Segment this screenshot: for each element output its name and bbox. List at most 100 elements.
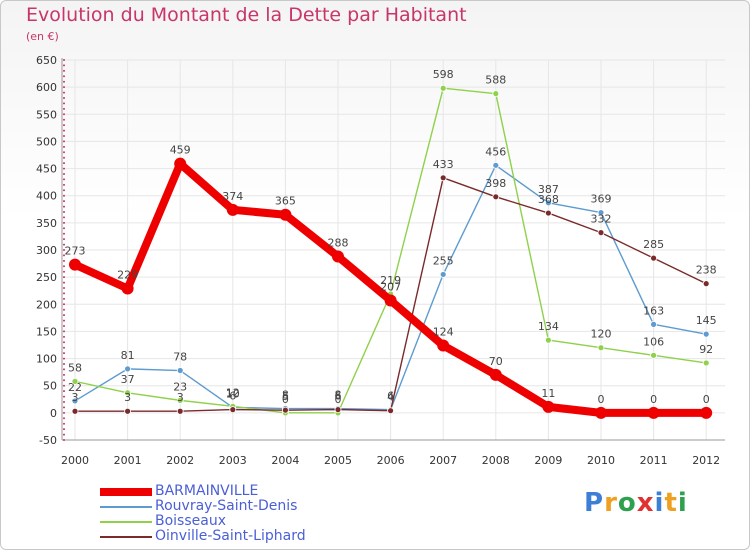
legend-label: Oinville-Saint-Liphard [155, 528, 306, 544]
y-axis-marker [63, 167, 65, 170]
x-tick-label: 2009 [534, 454, 562, 467]
y-axis-marker [63, 319, 65, 322]
y-axis-marker [63, 178, 65, 181]
data-point-barmainville [226, 203, 239, 216]
y-tick-label: 400 [36, 190, 57, 203]
data-label-oinville-saint-liphard: 3 [124, 391, 131, 404]
legend-swatch [100, 521, 152, 523]
data-point-oinville-saint-liphard [176, 407, 184, 415]
data-label-oinville-saint-liphard: 285 [643, 238, 664, 251]
x-tick-label: 2004 [271, 454, 299, 467]
y-tick-label: -50 [39, 434, 57, 447]
data-label-boisseaux: 23 [173, 380, 187, 393]
y-axis-marker [63, 281, 65, 284]
x-tick-label: 2008 [482, 454, 510, 467]
data-point-boisseaux [545, 336, 552, 344]
data-point-boisseaux [492, 90, 500, 98]
y-axis-marker [63, 314, 65, 317]
data-point-oinville-saint-liphard [387, 407, 395, 415]
data-label-barmainville: 124 [433, 326, 454, 339]
y-axis-marker [63, 428, 65, 431]
data-point-rouvray-saint-denis [492, 161, 500, 169]
data-point-boisseaux [650, 351, 657, 359]
y-tick-label: 550 [36, 108, 57, 121]
x-tick-label: 2002 [166, 454, 194, 467]
y-axis-marker [63, 216, 65, 219]
data-label-rouvray-saint-denis: 6 [387, 390, 394, 403]
proxiti-logo: Proxiti [584, 488, 688, 518]
legend-swatch [100, 506, 152, 508]
y-axis-marker [63, 183, 65, 186]
data-point-boisseaux [597, 344, 605, 352]
data-label-oinville-saint-liphard: 4 [387, 391, 394, 404]
data-label-oinville-saint-liphard: 238 [696, 264, 717, 277]
y-axis-marker [63, 297, 65, 300]
y-axis-marker [63, 145, 65, 148]
data-point-oinville-saint-liphard [545, 209, 552, 217]
data-point-oinville-saint-liphard [702, 280, 710, 288]
data-label-barmainville: 273 [65, 245, 86, 258]
x-tick-label: 2003 [219, 454, 247, 467]
data-point-rouvray-saint-denis [71, 397, 79, 405]
y-axis-marker [63, 107, 65, 110]
y-axis-marker [63, 249, 65, 251]
data-label-boisseaux: 219 [380, 274, 401, 287]
data-point-rouvray-saint-denis [124, 365, 131, 373]
x-tick-label: 2001 [114, 454, 142, 467]
y-axis-marker [63, 270, 65, 273]
y-tick-label: 650 [36, 54, 57, 67]
data-label-barmainville: 207 [380, 280, 401, 293]
data-label-rouvray-saint-denis: 163 [643, 304, 664, 317]
data-point-oinville-saint-liphard [71, 407, 79, 415]
data-point-oinville-saint-liphard [229, 406, 237, 414]
data-label-boisseaux: 58 [68, 361, 82, 374]
data-point-boisseaux [124, 389, 131, 397]
data-label-rouvray-saint-denis: 22 [68, 381, 82, 394]
legend-label: Boisseaux [155, 513, 226, 529]
data-label-barmainville: 0 [598, 393, 605, 406]
logo-letter: P [584, 488, 605, 518]
y-axis-marker [63, 69, 65, 72]
y-axis-marker [63, 113, 65, 116]
y-axis-marker [63, 80, 65, 83]
x-tick-label: 2000 [61, 454, 89, 467]
y-axis-marker [63, 341, 65, 344]
data-label-boisseaux: 0 [335, 393, 342, 406]
data-label-oinville-saint-liphard: 5 [282, 390, 289, 403]
logo-letter: i [654, 488, 665, 518]
data-label-boisseaux: 0 [282, 393, 289, 406]
data-label-boisseaux: 37 [121, 373, 135, 386]
data-label-barmainville: 365 [275, 195, 296, 208]
data-label-oinville-saint-liphard: 6 [335, 390, 342, 403]
line-chart: 650600550500450400350300250200150100500-… [36, 54, 725, 467]
data-point-oinville-saint-liphard [124, 407, 131, 415]
y-axis-marker [63, 379, 65, 382]
y-axis-marker [63, 292, 65, 295]
data-point-barmainville [542, 400, 555, 413]
y-tick-label: 200 [36, 298, 57, 311]
data-point-rouvray-saint-denis [597, 209, 605, 216]
y-tick-label: 450 [36, 163, 57, 176]
y-axis-marker [63, 194, 65, 197]
y-axis-marker [63, 373, 65, 376]
y-axis-marker [63, 254, 65, 257]
y-axis-marker [63, 401, 65, 403]
data-label-boisseaux: 598 [433, 68, 454, 81]
y-axis-marker [63, 59, 65, 61]
x-tick-label: 2006 [377, 454, 405, 467]
data-label-barmainville: 288 [328, 237, 349, 250]
data-label-barmainville: 374 [222, 190, 243, 203]
data-point-barmainville [437, 339, 450, 352]
y-axis-marker [63, 135, 65, 137]
data-label-oinville-saint-liphard: 332 [591, 213, 612, 226]
data-point-rouvray-saint-denis [650, 320, 657, 328]
data-point-barmainville [174, 157, 187, 170]
data-point-oinville-saint-liphard [597, 229, 605, 237]
y-axis-marker [63, 395, 65, 398]
data-point-rouvray-saint-denis [439, 271, 447, 278]
data-label-rouvray-saint-denis: 78 [173, 351, 187, 364]
data-label-rouvray-saint-denis: 145 [696, 314, 717, 327]
data-point-boisseaux [71, 377, 79, 385]
data-point-barmainville [595, 406, 607, 419]
data-point-barmainville [332, 250, 344, 263]
